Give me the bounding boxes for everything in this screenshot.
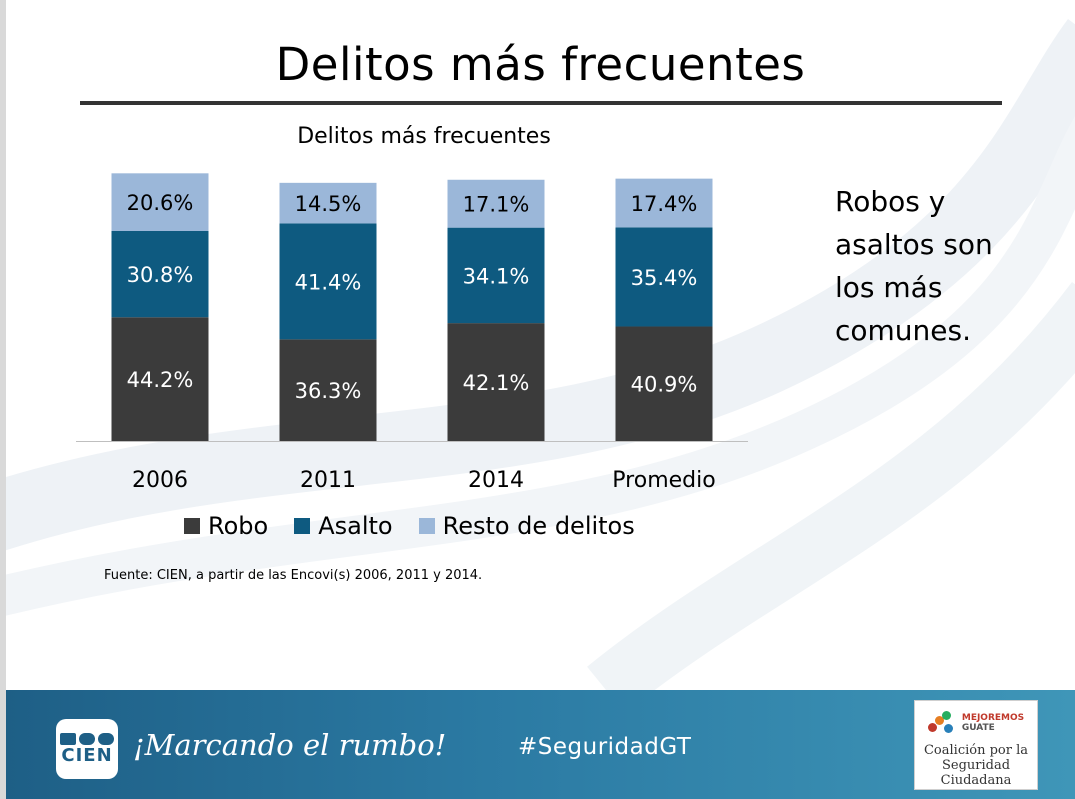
side-note-line: comunes. <box>835 314 972 347</box>
bar-segment-robo-promedio <box>615 326 713 441</box>
side-note: Robos y asaltos son los más comunes. <box>835 180 1035 352</box>
data-label-asalto-2006: 30.8% <box>127 263 194 287</box>
bar-segment-resto-2011 <box>279 182 377 224</box>
footer-tagline: ¡Marcando el rumbo! <box>133 728 447 762</box>
data-label-resto-2011: 14.5% <box>295 192 362 216</box>
title-divider <box>80 101 1002 105</box>
cien-logo: CIEN <box>56 719 118 779</box>
data-label-resto-2006: 20.6% <box>127 191 194 215</box>
bar-segment-asalto-2011 <box>279 223 377 340</box>
bar-segment-asalto-2014 <box>447 227 545 324</box>
legend-item-resto: Resto de delitos <box>418 512 635 540</box>
legend-swatch-asalto <box>294 518 311 534</box>
legend-label-resto: Resto de delitos <box>442 512 635 540</box>
side-note-line: asaltos son <box>835 228 993 261</box>
mejoremos-guate-icon <box>927 711 958 735</box>
coalicion-name: Coalición por la Seguridad Ciudadana <box>915 743 1037 788</box>
bar-segment-resto-2006 <box>111 173 209 231</box>
source-note: Fuente: CIEN, a partir de las Encovi(s) … <box>104 568 483 583</box>
x-tick-label-2006: 2006 <box>132 468 188 493</box>
chart-title: Delitos más frecuentes <box>297 124 551 149</box>
cien-logo-mark <box>60 733 114 745</box>
guate-text: GUATE <box>961 723 995 733</box>
coalicion-name-line2: Seguridad Ciudadana <box>940 758 1012 788</box>
side-note-line: los más <box>835 271 943 304</box>
data-label-robo-2014: 42.1% <box>463 371 530 395</box>
data-label-resto-2014: 17.1% <box>463 193 530 217</box>
bar-segment-resto-promedio <box>615 178 713 228</box>
coalicion-logo: MEJOREMOS GUATE Coalición por la Segurid… <box>914 700 1038 790</box>
legend-swatch-resto <box>418 518 435 534</box>
footer-banner: CIEN ¡Marcando el rumbo! #SeguridadGT ME… <box>6 690 1075 799</box>
legend-swatch-robo <box>184 518 200 534</box>
bar-segment-robo-2014 <box>447 323 545 441</box>
legend-item-asalto: Asalto <box>294 512 393 540</box>
data-label-robo-2006: 44.2% <box>127 368 194 392</box>
coalicion-name-line1: Coalición por la <box>923 743 1028 758</box>
bar-segment-robo-2011 <box>279 339 377 441</box>
chart-legend: Robo Asalto Resto de delitos <box>184 512 635 540</box>
page-title: Delitos más frecuentes <box>275 38 806 91</box>
legend-label-asalto: Asalto <box>318 512 393 540</box>
side-note-line: Robos y <box>835 185 946 218</box>
mejoremos-guate-text: MEJOREMOS GUATE <box>962 713 1024 733</box>
cien-logo-text: CIEN <box>61 745 113 766</box>
data-label-resto-promedio: 17.4% <box>631 192 698 216</box>
mejoremos-text: MEJOREMOS <box>961 713 1025 723</box>
legend-item-robo: Robo <box>184 512 268 540</box>
bar-segment-robo-2006 <box>111 317 209 441</box>
bar-segment-asalto-promedio <box>615 227 713 327</box>
slide: Delitos más frecuentes Delitos más frecu… <box>6 0 1075 799</box>
data-label-asalto-promedio: 35.4% <box>631 266 698 290</box>
bar-segment-resto-2014 <box>447 179 545 228</box>
mejoremos-guate-logo: MEJOREMOS GUATE <box>915 711 1037 735</box>
x-tick-label-promedio: Promedio <box>612 468 715 493</box>
x-tick-label-2011: 2011 <box>300 468 356 493</box>
stacked-bar-chart: 44.2% 30.8% 20.6% 2006 36.3% 41.4% 14.5% 2011 42… <box>76 173 748 493</box>
data-label-asalto-2014: 34.1% <box>463 264 530 288</box>
bar-segment-asalto-2006 <box>111 231 209 318</box>
footer-hashtag: #SeguridadGT <box>518 734 692 760</box>
legend-label-robo: Robo <box>208 512 269 540</box>
data-label-robo-2011: 36.3% <box>295 379 362 403</box>
x-tick-label-2014: 2014 <box>468 468 524 493</box>
data-label-robo-promedio: 40.9% <box>631 373 698 397</box>
data-label-asalto-2011: 41.4% <box>295 270 362 294</box>
